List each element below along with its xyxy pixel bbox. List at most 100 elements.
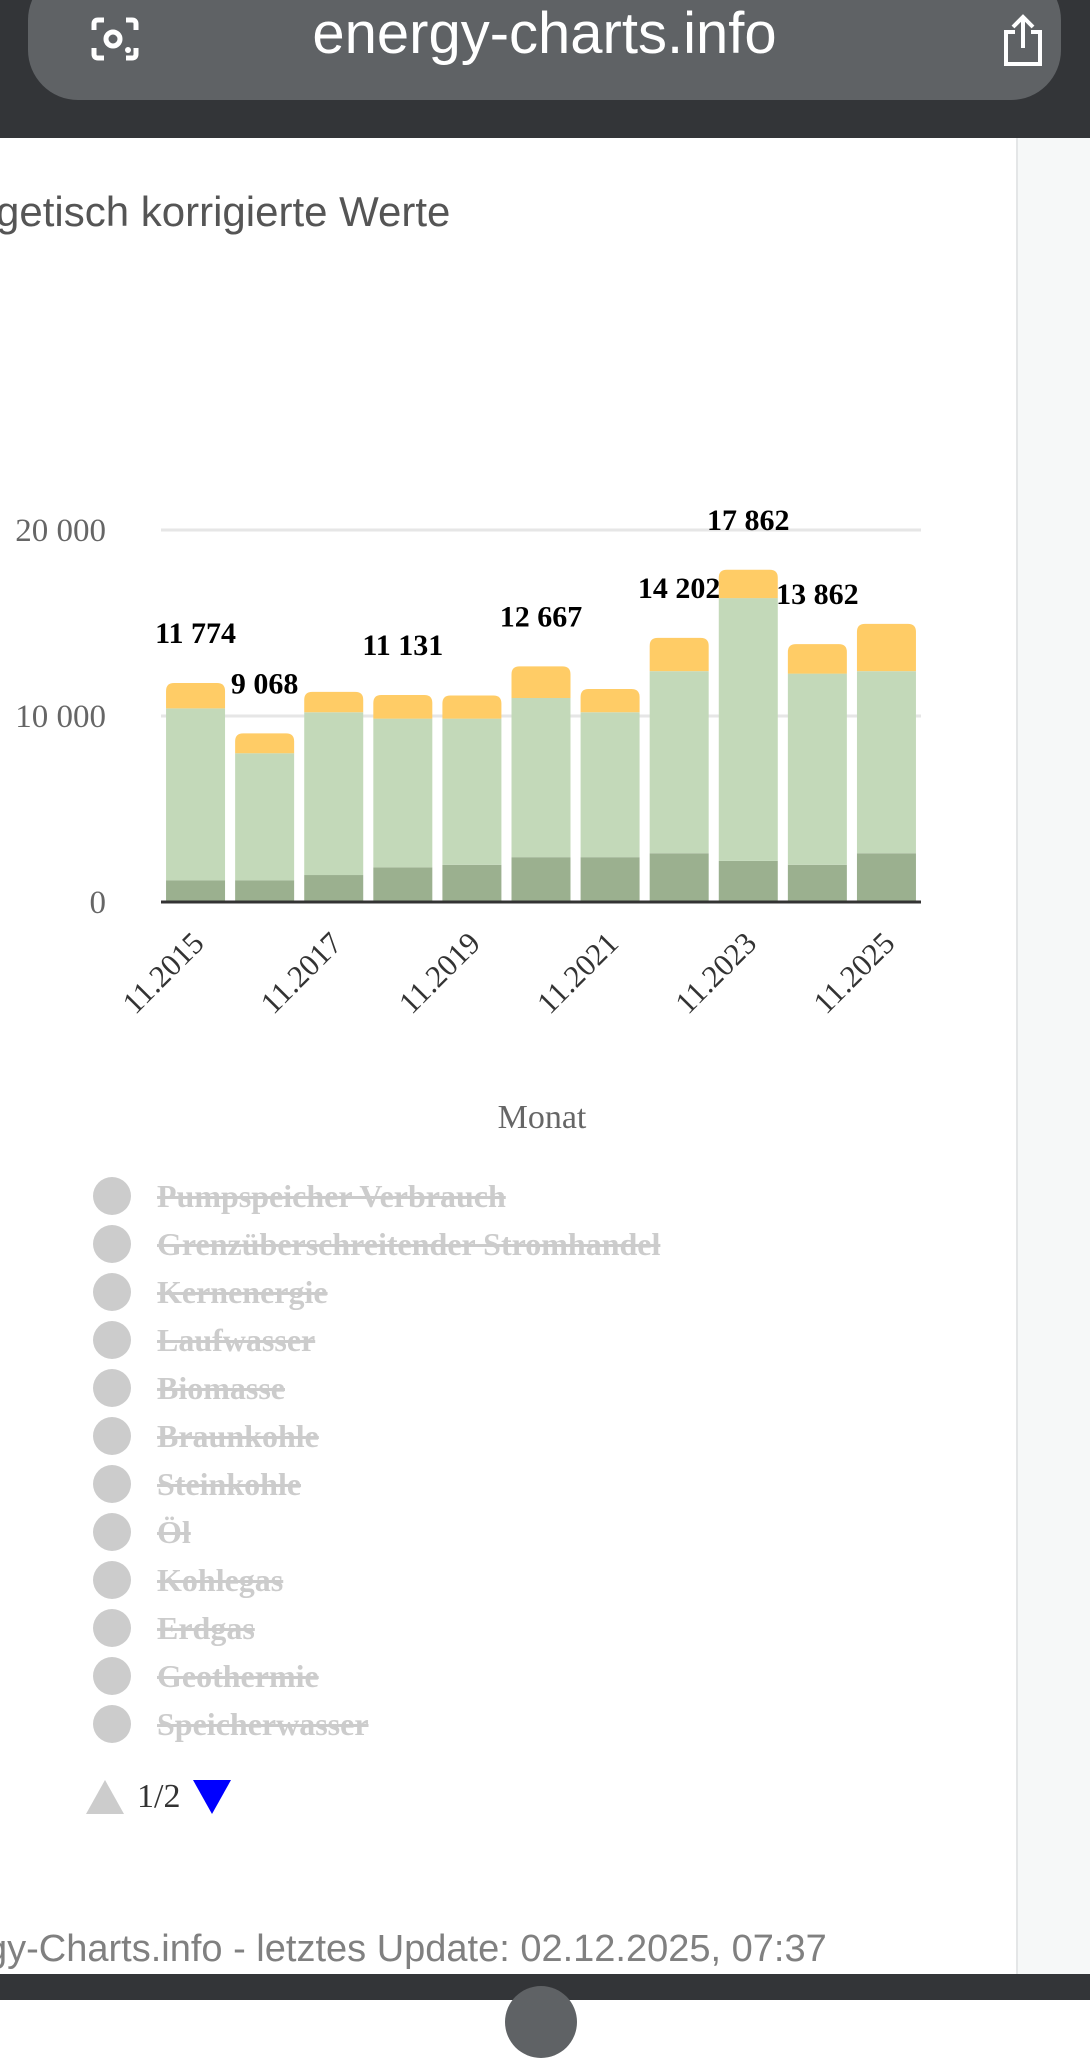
bar-segment: [166, 708, 226, 881]
legend-label: Grenzüberschreitender Stromhandel: [157, 1225, 661, 1262]
bar-segment: [235, 753, 295, 881]
legend-item[interactable]: Laufwasser: [93, 1316, 660, 1364]
legend-item[interactable]: Erdgas: [93, 1604, 660, 1652]
bar-segment: [580, 857, 640, 902]
legend-marker-icon: [93, 1657, 131, 1695]
bar-segment: [304, 712, 364, 876]
legend-label: Kohlegas: [157, 1561, 284, 1598]
legend-item[interactable]: Speicherwasser: [93, 1700, 660, 1748]
x-axis-title: Monat: [498, 1099, 587, 1136]
bar-segment: [718, 860, 778, 902]
url-text: energy-charts.info: [312, 1, 777, 66]
legend-label: Speicherwasser: [157, 1705, 369, 1742]
legend-item[interactable]: Grenzüberschreitender Stromhandel: [93, 1220, 660, 1268]
bar-segment: [373, 694, 433, 719]
legend-item[interactable]: Geothermie: [93, 1652, 660, 1700]
x-tick-label: 11.2017: [253, 925, 348, 1020]
bar-segment: [856, 671, 916, 854]
legend-item[interactable]: Steinkohle: [93, 1460, 660, 1508]
legend-marker-icon: [93, 1369, 131, 1407]
data-label: 11 131: [362, 629, 443, 662]
legend-item[interactable]: Braunkohle: [93, 1412, 660, 1460]
bar-segment: [304, 691, 364, 713]
legend-marker-icon: [93, 1705, 131, 1743]
home-indicator-button[interactable]: [505, 1986, 577, 2058]
legend-marker-icon: [93, 1465, 131, 1503]
legend-label: Kernenergie: [157, 1273, 328, 1310]
legend-item[interactable]: Öl: [93, 1508, 660, 1556]
legend-marker-icon: [93, 1417, 131, 1455]
bar-segment: [856, 623, 916, 672]
data-label: 13 862: [776, 578, 859, 611]
bar-segment: [442, 718, 502, 865]
bar-segment: [580, 689, 640, 713]
legend-label: Pumpspeicher Verbrauch: [157, 1177, 506, 1214]
legend-label: Steinkohle: [157, 1465, 302, 1502]
data-label: 14 202: [638, 572, 721, 605]
bar-segment: [166, 683, 226, 709]
legend-label: Braunkohle: [157, 1417, 319, 1454]
y-tick-label: 10 000: [15, 699, 106, 735]
bar-segment: [235, 880, 295, 902]
bar-segment: [718, 598, 778, 861]
legend-label: Öl: [157, 1513, 191, 1550]
bar-segment: [856, 853, 916, 902]
bar-segment: [373, 718, 433, 868]
x-tick-label: 11.2019: [392, 925, 487, 1020]
share-icon[interactable]: [998, 14, 1048, 68]
legend-marker-icon: [93, 1177, 131, 1215]
data-label: 9 068: [231, 667, 299, 700]
bar-segment: [166, 880, 226, 902]
legend-pager: 1/2: [85, 1778, 232, 1816]
bar-segment: [649, 853, 709, 902]
side-panel: [1016, 138, 1090, 1974]
legend-label: Laufwasser: [157, 1321, 316, 1358]
data-label: 11 774: [155, 617, 236, 650]
bar-segment: [373, 867, 433, 902]
legend-marker-icon: [93, 1513, 131, 1551]
bar-segment: [649, 637, 709, 672]
page-down-icon[interactable]: [192, 1778, 232, 1816]
bar-segment: [511, 857, 571, 902]
bar-segment: [718, 569, 778, 599]
bar-segment: [649, 671, 709, 854]
legend-marker-icon: [93, 1321, 131, 1359]
y-tick-label: 20 000: [15, 513, 106, 549]
legend-label: Biomasse: [157, 1369, 285, 1406]
x-tick-label: 11.2023: [668, 925, 763, 1020]
bar-segment: [511, 666, 571, 698]
browser-bottom-bar: [0, 1974, 1090, 2058]
legend-label: Erdgas: [157, 1609, 255, 1646]
bar-segment: [511, 697, 571, 858]
legend-item[interactable]: Kernenergie: [93, 1268, 660, 1316]
camera-search-icon[interactable]: [90, 16, 140, 62]
x-tick-label: 11.2021: [530, 925, 625, 1020]
bar-segment: [787, 864, 847, 902]
x-tick-label: 11.2025: [806, 925, 901, 1020]
bar-segment: [442, 864, 502, 902]
footer-update-text: gy-Charts.info - letztes Update: 02.12.2…: [0, 1928, 827, 1970]
legend-label: Geothermie: [157, 1657, 319, 1694]
bar-segment: [787, 673, 847, 865]
y-tick-label: 0: [90, 885, 107, 921]
legend-marker-icon: [93, 1609, 131, 1647]
legend-marker-icon: [93, 1561, 131, 1599]
bar-segment: [235, 733, 295, 754]
page-indicator: 1/2: [137, 1778, 181, 1815]
data-label: 12 667: [500, 600, 583, 633]
legend-marker-icon: [93, 1273, 131, 1311]
bar-segment: [580, 712, 640, 858]
data-label: 17 862: [707, 504, 790, 537]
legend-item[interactable]: Kohlegas: [93, 1556, 660, 1604]
page-up-icon[interactable]: [85, 1778, 125, 1816]
legend-marker-icon: [93, 1225, 131, 1263]
x-tick-label: 11.2015: [115, 925, 210, 1020]
legend-item[interactable]: Pumpspeicher Verbrauch: [93, 1172, 660, 1220]
bar-segment: [787, 644, 847, 674]
chart-title: getisch korrigierte Werte: [0, 188, 451, 235]
bar-segment: [442, 695, 502, 719]
address-bar[interactable]: energy-charts.info: [28, 0, 1061, 100]
bar-segment: [304, 875, 364, 902]
legend-item[interactable]: Biomasse: [93, 1364, 660, 1412]
bar-chart: 0 10 000 20 000 11 774 11.2015 9 068 11.2017 11…: [15, 504, 921, 1136]
